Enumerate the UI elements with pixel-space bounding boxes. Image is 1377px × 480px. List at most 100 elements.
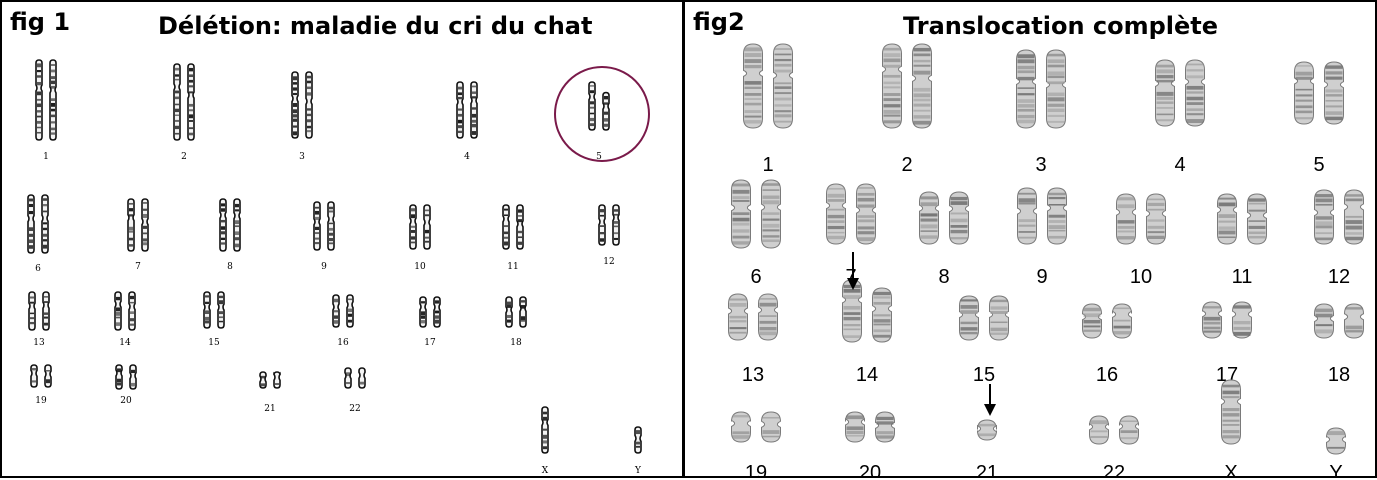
chromosome-label: 9 bbox=[1036, 266, 1048, 288]
chromosome-label: 16 bbox=[1095, 364, 1119, 386]
chromosome-label: 5 bbox=[596, 152, 602, 162]
chromosome-pair-x-drawing bbox=[1221, 379, 1241, 445]
chromosome-pair-21-drawing bbox=[259, 371, 281, 389]
chromosome-pair-11-drawing bbox=[502, 204, 524, 250]
chromosome-label: 19 bbox=[35, 396, 47, 406]
chromosome-label: Y bbox=[635, 466, 641, 476]
chromosome-label: 3 bbox=[1035, 154, 1047, 176]
chromosome-label: Y bbox=[1329, 462, 1343, 478]
chromosome-label: 15 bbox=[972, 364, 996, 386]
figure-1-panel: fig 1 Délétion: maladie du cri du chat 1… bbox=[0, 0, 684, 478]
chromosome-pair-15-drawing bbox=[959, 295, 1009, 341]
chromosome-pair-6-drawing bbox=[731, 179, 781, 249]
chromosome-pair-17-drawing bbox=[1202, 301, 1252, 339]
chromosome-label: 19 bbox=[744, 462, 768, 478]
chromosome-label: 8 bbox=[227, 262, 233, 272]
chromosome-pair-1-drawing bbox=[743, 43, 793, 129]
chromosome-label: 14 bbox=[119, 338, 131, 348]
chromosome-label: 14 bbox=[855, 364, 879, 386]
chromosome-label: 20 bbox=[858, 462, 882, 478]
chromosome-pair-10-drawing bbox=[1116, 193, 1166, 245]
chromosome-label: 18 bbox=[510, 338, 522, 348]
chromosome-pair-11-drawing bbox=[1217, 193, 1267, 245]
chromosome-pair-21-drawing bbox=[977, 419, 997, 441]
chromosome-pair-7-drawing bbox=[826, 183, 876, 245]
figure-2-title: Translocation complète bbox=[903, 12, 1219, 40]
chromosome-label: 4 bbox=[1174, 154, 1186, 176]
chromosome-pair-14-drawing bbox=[114, 291, 136, 331]
chromosome-pair-19-drawing bbox=[731, 411, 781, 443]
chromosome-label: 20 bbox=[120, 396, 132, 406]
chromosome-pair-2-drawing bbox=[173, 63, 195, 141]
chromosome-label: 12 bbox=[603, 257, 615, 267]
chromosome-label: 17 bbox=[424, 338, 436, 348]
highlight-circle bbox=[554, 66, 650, 162]
chromosome-label: 13 bbox=[741, 364, 765, 386]
chromosome-label: 12 bbox=[1327, 266, 1351, 288]
chromosome-label: 2 bbox=[901, 154, 913, 176]
chromosome-label: 21 bbox=[264, 404, 276, 414]
chromosome-label: 8 bbox=[938, 266, 950, 288]
chromosome-pair-9-drawing bbox=[1017, 187, 1067, 245]
chromosome-pair-15-drawing bbox=[203, 291, 225, 329]
chromosome-label: 6 bbox=[35, 264, 41, 274]
chromosome-pair-5-drawing bbox=[588, 81, 610, 131]
chromosome-pair-13-drawing bbox=[728, 293, 778, 341]
chromosome-label: 22 bbox=[1102, 462, 1126, 478]
chromosome-label: 1 bbox=[762, 154, 774, 176]
chromosome-pair-8-drawing bbox=[219, 198, 241, 252]
chromosome-label: 5 bbox=[1313, 154, 1325, 176]
chromosome-pair-10-drawing bbox=[409, 204, 431, 250]
figure-2-panel: fig2 Translocation complète 1 2 3 4 5 6 7 8 9 10 1… bbox=[683, 0, 1377, 478]
chromosome-pair-20-drawing bbox=[845, 411, 895, 443]
chromosome-pair-18-drawing bbox=[505, 296, 527, 328]
chromosome-pair-x-drawing bbox=[541, 406, 549, 454]
chromosome-pair-8-drawing bbox=[919, 191, 969, 245]
chromosome-label: 21 bbox=[975, 462, 999, 478]
chromosome-pair-6-drawing bbox=[27, 194, 49, 254]
chromosome-label: 11 bbox=[507, 262, 519, 272]
chromosome-pair-4-drawing bbox=[456, 81, 478, 139]
arrow-icon bbox=[984, 384, 996, 416]
chromosome-pair-3-drawing bbox=[291, 71, 313, 139]
chromosome-pair-13-drawing bbox=[28, 291, 50, 331]
figure-1-label: fig 1 bbox=[10, 8, 71, 36]
chromosome-pair-y-drawing bbox=[1326, 427, 1346, 455]
chromosome-label: 13 bbox=[33, 338, 45, 348]
chromosome-pair-22-drawing bbox=[344, 367, 366, 389]
arrow-icon bbox=[847, 252, 859, 290]
chromosome-label: 16 bbox=[337, 338, 349, 348]
chromosome-label: 10 bbox=[1129, 266, 1153, 288]
chromosome-label: 4 bbox=[464, 152, 470, 162]
chromosome-label: 11 bbox=[1231, 266, 1253, 288]
chromosome-pair-16-drawing bbox=[1082, 303, 1132, 339]
chromosome-label: 6 bbox=[750, 266, 762, 288]
chromosome-pair-7-drawing bbox=[127, 198, 149, 252]
chromosome-label: X bbox=[1224, 462, 1238, 478]
figure-2-label: fig2 bbox=[693, 8, 745, 36]
chromosome-label: 9 bbox=[321, 262, 327, 272]
chromosome-pair-9-drawing bbox=[313, 201, 335, 251]
chromosome-pair-4-drawing bbox=[1155, 59, 1205, 127]
chromosome-pair-y-drawing bbox=[634, 426, 642, 454]
chromosome-label: 7 bbox=[135, 262, 141, 272]
chromosome-pair-22-drawing bbox=[1089, 415, 1139, 445]
chromosome-pair-20-drawing bbox=[115, 364, 137, 390]
chromosome-pair-2-drawing bbox=[882, 43, 932, 129]
chromosome-label: 15 bbox=[208, 338, 220, 348]
chromosome-pair-19-drawing bbox=[30, 364, 52, 388]
chromosome-pair-12-drawing bbox=[1314, 189, 1364, 245]
chromosome-label: 10 bbox=[414, 262, 426, 272]
chromosome-pair-17-drawing bbox=[419, 296, 441, 328]
chromosome-label: 22 bbox=[349, 404, 361, 414]
figure-1-title: Délétion: maladie du cri du chat bbox=[158, 12, 593, 40]
chromosome-label: 2 bbox=[181, 152, 187, 162]
chromosome-label: 7 bbox=[845, 266, 857, 288]
chromosome-pair-5-drawing bbox=[1294, 61, 1344, 125]
chromosome-pair-3-drawing bbox=[1016, 49, 1066, 129]
chromosome-pair-16-drawing bbox=[332, 294, 354, 328]
chromosome-pair-1-drawing bbox=[35, 59, 57, 141]
chromosome-pair-12-drawing bbox=[598, 204, 620, 246]
chromosome-pair-18-drawing bbox=[1314, 303, 1364, 339]
chromosome-label: 3 bbox=[299, 152, 305, 162]
